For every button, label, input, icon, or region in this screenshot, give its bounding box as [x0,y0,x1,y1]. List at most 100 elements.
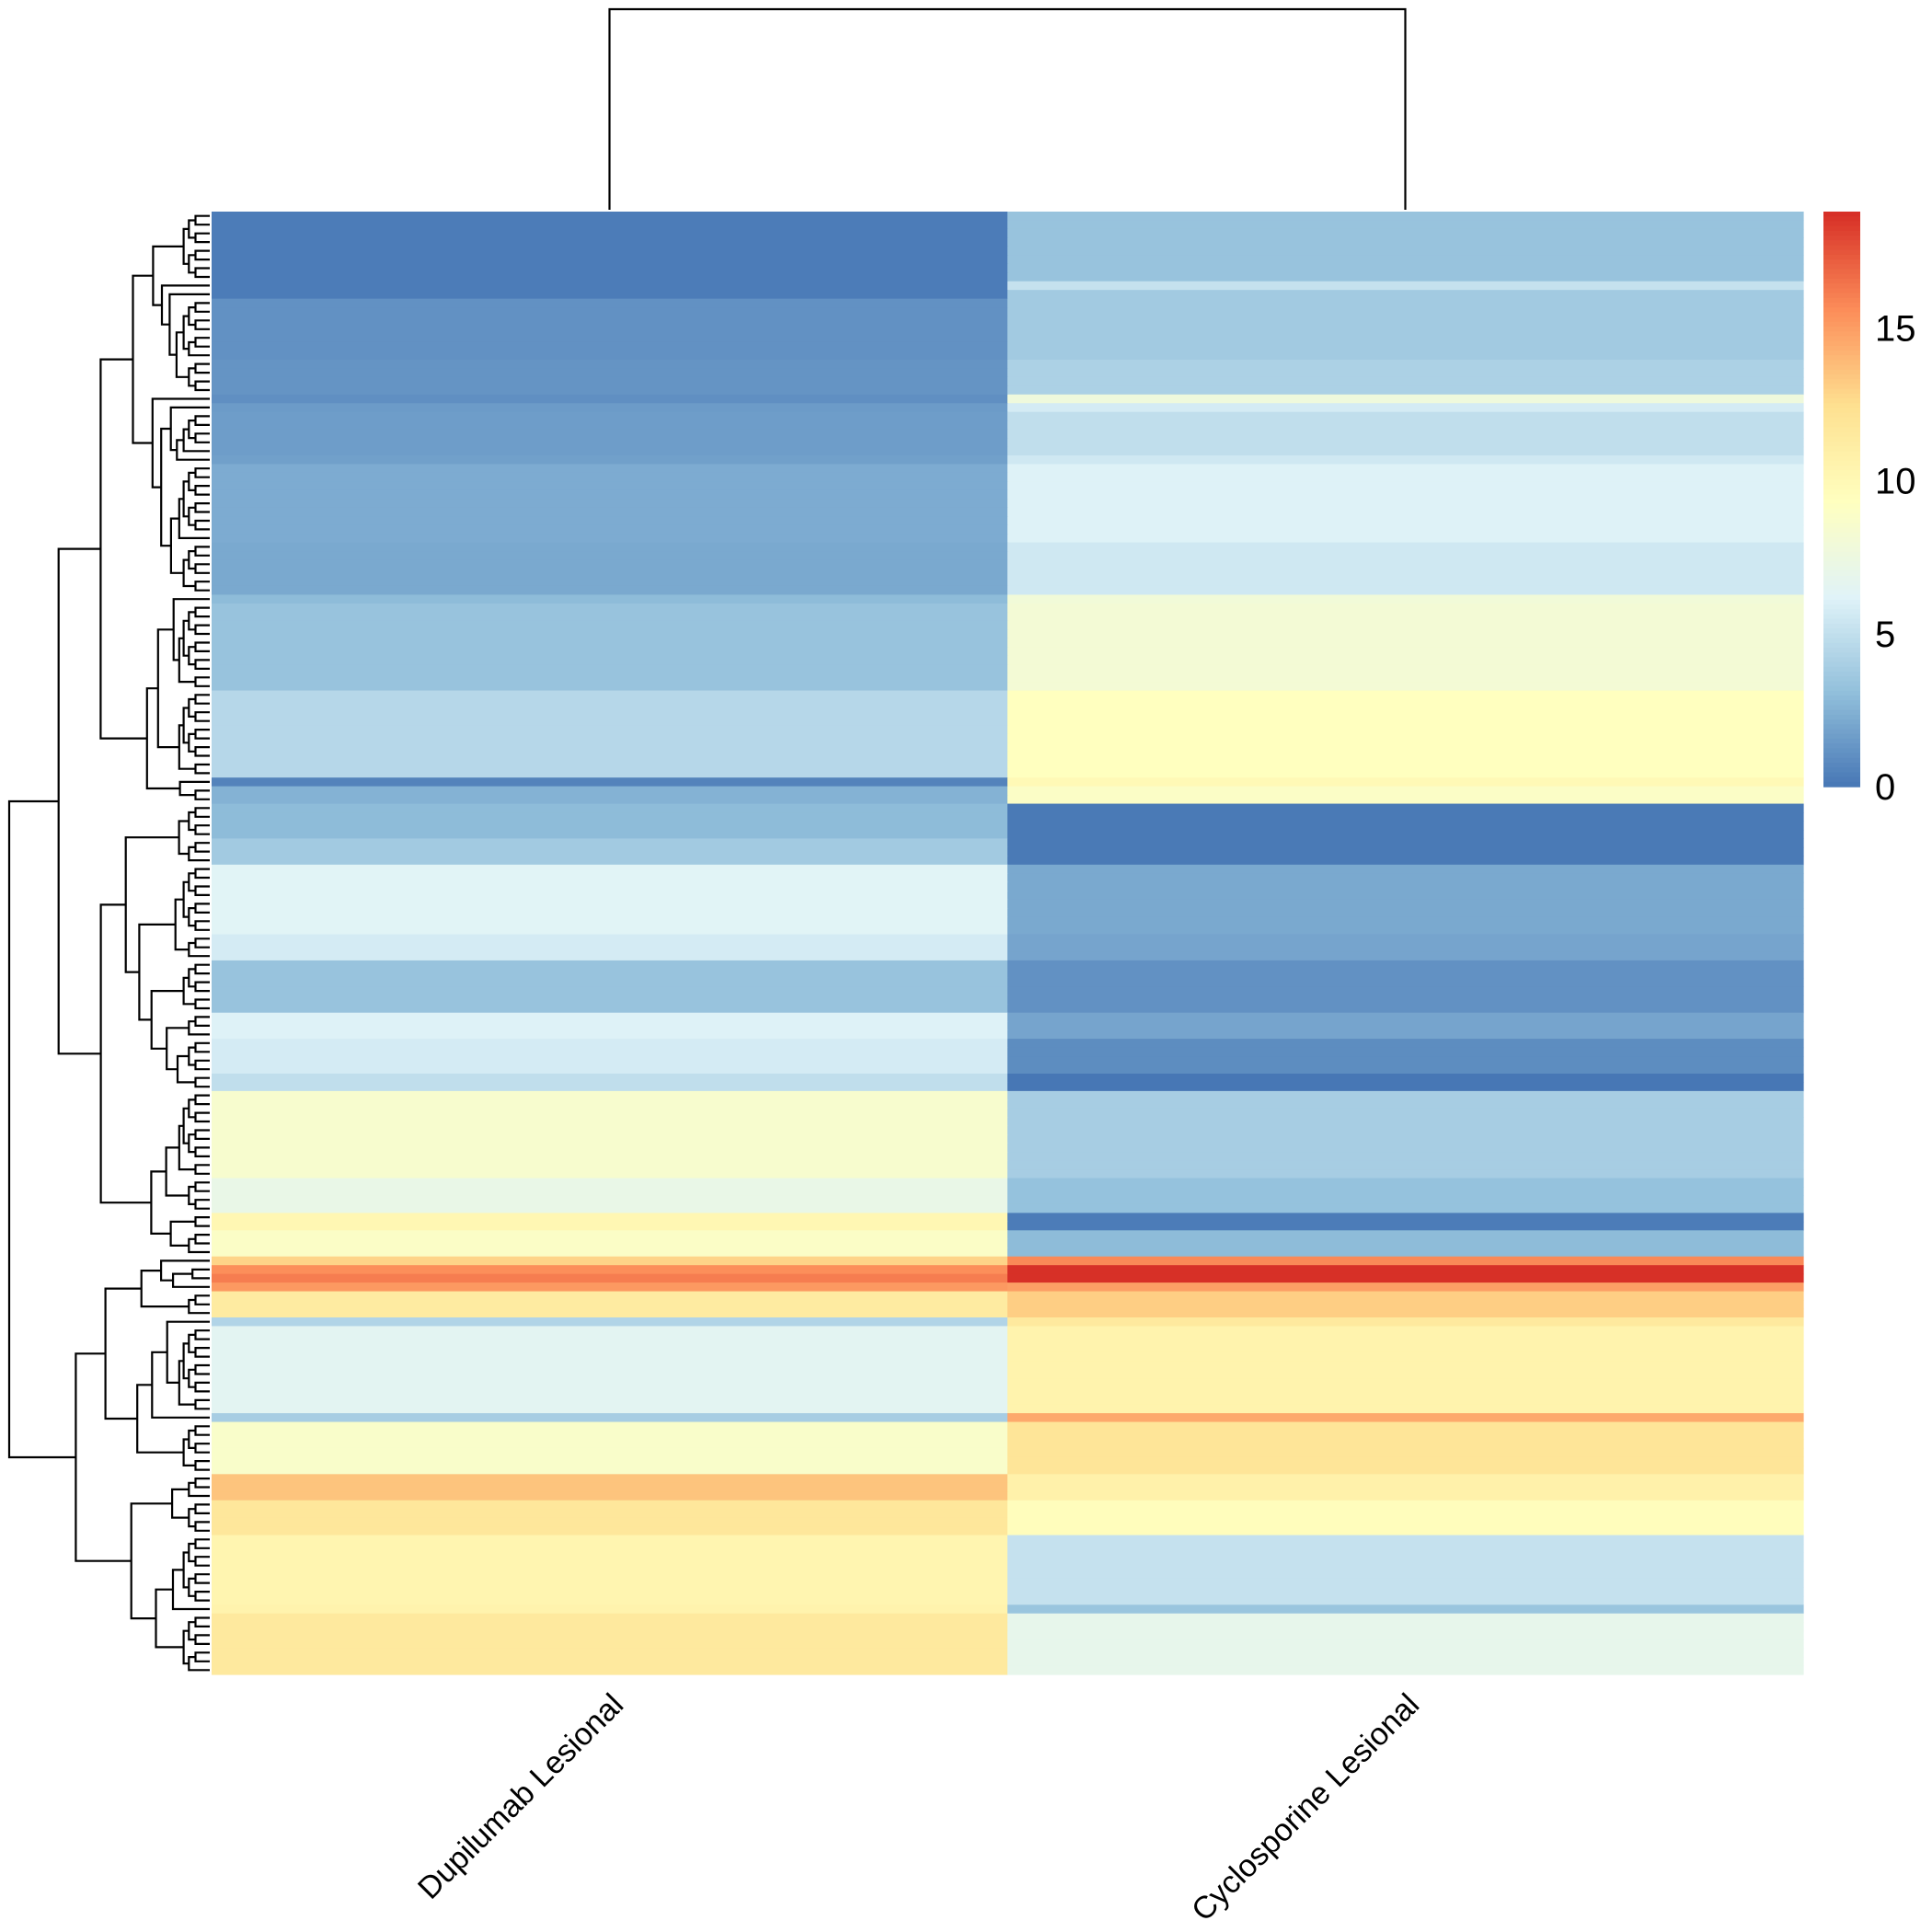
legend-color-step [1823,585,1860,592]
legend-color-step [1823,714,1860,720]
heatmap-cell [212,1369,1008,1379]
legend-color-step [1823,575,1860,581]
heatmap-cell [212,1195,1008,1205]
heatmap-cell [212,1047,1008,1057]
legend-color-step [1823,776,1860,783]
heatmap-cell [212,290,1008,300]
heatmap-cell [1007,394,1804,404]
legend-color-step [1823,523,1860,529]
heatmap-cell [212,1604,1008,1615]
heatmap-cell [212,1117,1008,1127]
heatmap-cell [212,1456,1008,1466]
legend-color-step [1823,384,1860,390]
heatmap-cells [212,212,1804,1675]
heatmap-cell [1007,341,1804,352]
heatmap-cell [212,1334,1008,1344]
legend-color-step [1823,470,1860,477]
heatmap-cell [1007,1544,1804,1554]
heatmap-cell [212,1029,1008,1040]
heatmap-cell [212,1160,1008,1170]
heatmap-cell [1007,403,1804,413]
legend-color-step [1823,743,1860,750]
legend-tick-label: 15 [1875,308,1916,349]
heatmap-cell [212,899,1008,909]
legend-color-step [1823,249,1860,256]
legend-color-step [1823,581,1860,586]
heatmap-cell [212,1431,1008,1441]
heatmap-cell [1007,760,1804,770]
heatmap-cell [212,351,1008,361]
heatmap-cell [1007,846,1804,857]
heatmap-cell [1007,1386,1804,1397]
heatmap-cell [212,1544,1008,1554]
heatmap-cell [1007,1178,1804,1188]
heatmap-cell [1007,995,1804,1005]
heatmap-cell [1007,777,1804,788]
heatmap-cell [1007,1108,1804,1118]
heatmap-cell [212,499,1008,509]
heatmap-cell [212,1291,1008,1301]
heatmap-cell [212,1300,1008,1310]
heatmap-cell [1007,263,1804,273]
heatmap-cell [1007,1134,1804,1144]
heatmap-cell [212,429,1008,439]
heatmap-cell [212,1665,1008,1675]
heatmap-cell [212,237,1008,247]
heatmap-cell [1007,1256,1804,1266]
heatmap-cell [212,272,1008,282]
heatmap-cell [1007,647,1804,657]
legend-color-step [1823,297,1860,304]
heatmap-cell [1007,916,1804,926]
heatmap-cell [1007,255,1804,265]
legend-color-step [1823,240,1860,247]
legend-color-step [1823,273,1860,280]
heatmap-cell [212,916,1008,926]
heatmap-cell [212,1004,1008,1014]
legend-color-step [1823,748,1860,754]
heatmap-cell [1007,960,1804,970]
heatmap-cell [212,1491,1008,1501]
heatmap-cell [1007,1378,1804,1388]
heatmap-cell [212,1021,1008,1031]
heatmap-cell [1007,1012,1804,1022]
legend-color-step [1823,757,1860,764]
legend-color-step [1823,351,1860,356]
heatmap-cell [212,341,1008,352]
heatmap-cell [1007,438,1804,448]
heatmap-cell [212,298,1008,308]
legend-color-step [1823,422,1860,429]
legend-color-step [1823,460,1860,466]
legend-color-step [1823,729,1860,735]
legend-color-step [1823,719,1860,725]
heatmap-cell [1007,577,1804,587]
heatmap-cell [1007,699,1804,709]
heatmap-cell [212,873,1008,883]
heatmap-cell [212,725,1008,735]
heatmap-cell [1007,690,1804,700]
heatmap-cell [212,1056,1008,1066]
legend-color-step [1823,623,1860,629]
heatmap-cell [212,542,1008,552]
heatmap-cell [212,986,1008,996]
legend-color-step [1823,216,1860,223]
legend-color-step [1823,772,1860,778]
heatmap-cell [1007,594,1804,604]
heatmap-cell [1007,768,1804,778]
heatmap-cell [212,534,1008,544]
heatmap-cell [212,1570,1008,1580]
heatmap-cell [1007,551,1804,561]
heatmap-cell [212,795,1008,805]
legend-color-step [1823,446,1860,453]
legend-color-step [1823,724,1860,730]
heatmap-cell [212,629,1008,639]
heatmap-cell [1007,272,1804,282]
heatmap-cell [1007,1456,1804,1466]
legend-color-step [1823,762,1860,768]
heatmap-cell [212,699,1008,709]
legend-color-step [1823,307,1860,314]
heatmap-cell [212,1500,1008,1510]
heatmap-cell [1007,1029,1804,1040]
legend-color-step [1823,336,1860,342]
heatmap-cell [1007,1308,1804,1318]
